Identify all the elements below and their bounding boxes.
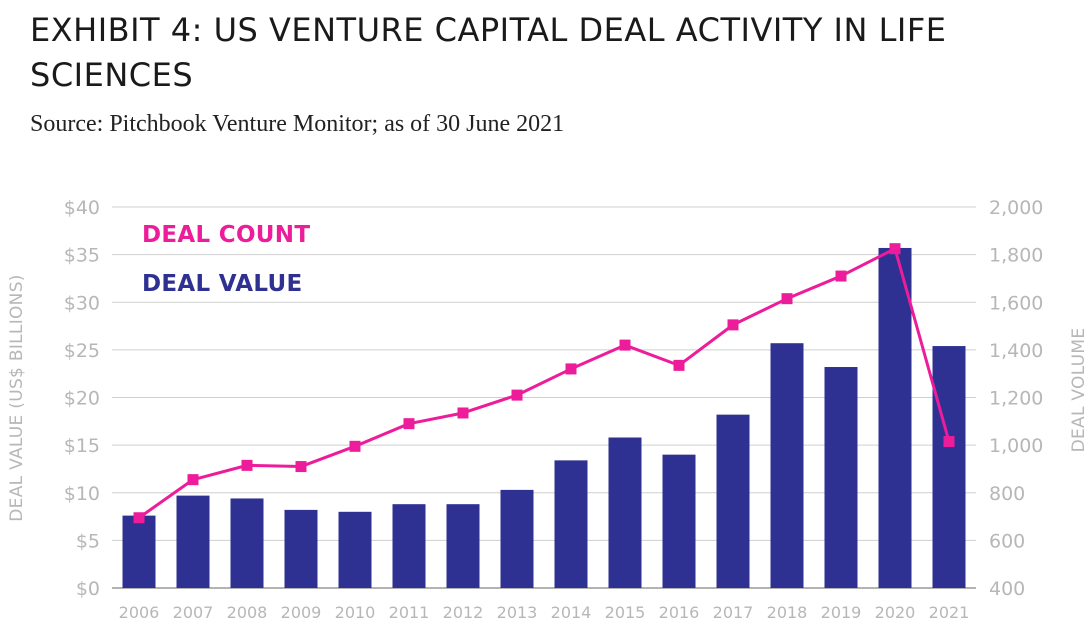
- deal-value-bar: [824, 367, 858, 588]
- y2-tick-label: 400: [989, 578, 1025, 600]
- deal-count-marker: [781, 293, 793, 305]
- y-tick-label: $20: [64, 388, 100, 410]
- deal-count-marker: [889, 243, 901, 255]
- deal-count-marker: [565, 363, 577, 375]
- x-tick-label: 2021: [929, 603, 970, 622]
- deal-count-marker: [673, 359, 685, 371]
- deal-value-bar: [446, 504, 480, 588]
- deal-count-marker: [403, 418, 415, 430]
- deal-value-bar: [662, 454, 696, 588]
- chart-title: EXHIBIT 4: US VENTURE CAPITAL DEAL ACTIV…: [30, 11, 947, 94]
- x-tick-label: 2010: [335, 603, 376, 622]
- deal-value-bars: [122, 247, 966, 588]
- deal-value-bar: [230, 498, 264, 588]
- x-tick-label: 2014: [551, 603, 592, 622]
- deal-value-bar: [500, 489, 534, 588]
- right-axis: 400 600 800 1,000 1,200 1,400 1,600 1,800 2,000: [989, 197, 1043, 600]
- x-tick-label: 2019: [821, 603, 862, 622]
- deal-count-marker: [727, 319, 739, 331]
- y2-tick-label: 1,800: [989, 245, 1043, 267]
- legend-deal-count: DEAL COUNT: [142, 222, 310, 248]
- y2-axis-title: DEAL VOLUME: [1069, 328, 1089, 453]
- x-tick-label: 2020: [875, 603, 916, 622]
- deal-value-bar: [176, 495, 210, 588]
- y-tick-label: $5: [76, 530, 100, 552]
- y-tick-label: $40: [64, 197, 100, 219]
- y-tick-label: $15: [64, 435, 100, 457]
- x-tick-label: 2007: [173, 603, 214, 622]
- y-axis-title: DEAL VALUE (US$ BILLIONS): [7, 274, 27, 521]
- x-tick-label: 2013: [497, 603, 538, 622]
- x-tick-label: 2009: [281, 603, 322, 622]
- x-tick-label: 2015: [605, 603, 646, 622]
- left-axis: $0 $5 $10 $15 $20 $25 $30 $35 $40: [64, 197, 100, 600]
- y2-tick-label: 1,600: [989, 292, 1043, 314]
- y-tick-label: $35: [64, 245, 100, 267]
- y-tick-label: $0: [76, 578, 100, 600]
- x-tick-label: 2006: [119, 603, 160, 622]
- y2-tick-label: 1,000: [989, 435, 1043, 457]
- y2-tick-label: 800: [989, 483, 1025, 505]
- deal-count-polyline: [138, 247, 951, 519]
- x-tick-label: 2012: [443, 603, 484, 622]
- y-tick-label: $25: [64, 340, 100, 362]
- deal-value-bar: [554, 460, 588, 588]
- deal-value-bar: [392, 504, 426, 588]
- x-axis: 2006 2007 2008 2009 2010 2011 2012 2013 2014 2015…: [119, 603, 970, 622]
- chart-subtitle: Source: Pitchbook Venture Monitor; as of…: [30, 111, 565, 137]
- deal-count-line: [133, 243, 955, 524]
- deal-value-bar: [932, 346, 966, 588]
- legend-deal-value: DEAL VALUE: [142, 271, 303, 297]
- x-tick-label: 2018: [767, 603, 808, 622]
- deal-count-marker: [295, 461, 307, 473]
- deal-value-bar: [122, 515, 156, 588]
- deal-count-marker: [511, 389, 523, 401]
- deal-value-bar: [716, 414, 750, 588]
- y2-tick-label: 1,400: [989, 340, 1043, 362]
- y2-tick-label: 2,000: [989, 197, 1043, 219]
- deal-count-marker: [187, 474, 199, 486]
- deal-count-marker: [241, 459, 253, 471]
- x-tick-label: 2008: [227, 603, 268, 622]
- deal-count-marker: [619, 339, 631, 351]
- y2-tick-label: 1,200: [989, 388, 1043, 410]
- y-tick-label: $10: [64, 483, 100, 505]
- deal-value-bar: [338, 511, 372, 588]
- deal-value-bar: [878, 247, 912, 588]
- deal-count-marker: [133, 512, 145, 524]
- deal-value-bar: [284, 509, 318, 588]
- x-tick-label: 2011: [389, 603, 430, 622]
- x-tick-label: 2017: [713, 603, 754, 622]
- deal-count-marker: [457, 407, 469, 419]
- deal-value-bar: [770, 343, 804, 588]
- deal-count-marker: [943, 436, 955, 448]
- deal-count-marker: [349, 440, 361, 452]
- y-tick-label: $30: [64, 292, 100, 314]
- x-tick-label: 2016: [659, 603, 700, 622]
- y2-tick-label: 600: [989, 530, 1025, 552]
- deal-value-bar: [608, 437, 642, 588]
- deal-count-marker: [835, 270, 847, 282]
